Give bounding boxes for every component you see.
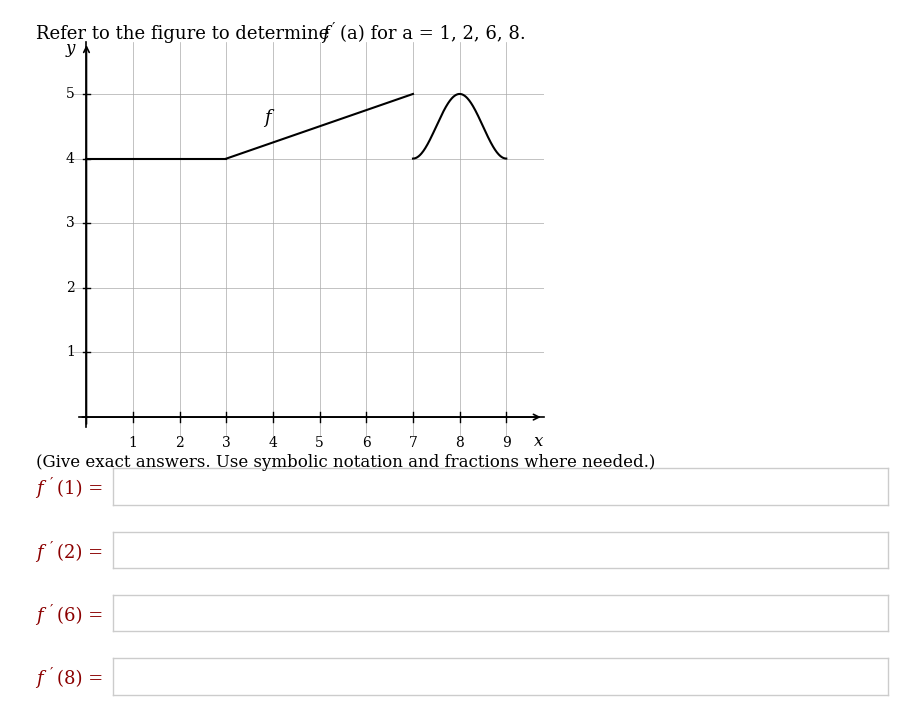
Text: y: y <box>65 40 75 57</box>
Text: f: f <box>36 543 43 562</box>
Text: f: f <box>36 607 43 625</box>
Text: (2) =: (2) = <box>57 543 103 562</box>
Text: (8) =: (8) = <box>57 670 103 689</box>
Text: 3: 3 <box>66 216 75 230</box>
Text: 9: 9 <box>502 436 511 451</box>
Text: f: f <box>36 670 43 689</box>
Text: ′: ′ <box>50 540 53 554</box>
Text: 4: 4 <box>268 436 277 451</box>
Text: 2: 2 <box>176 436 184 451</box>
Text: 3: 3 <box>222 436 231 451</box>
Text: f: f <box>36 480 43 498</box>
Text: 5: 5 <box>315 436 324 451</box>
Text: f: f <box>322 25 328 43</box>
Text: (1) =: (1) = <box>57 480 103 498</box>
Text: f: f <box>264 109 270 127</box>
Text: 5: 5 <box>66 87 75 101</box>
Text: 7: 7 <box>409 436 418 451</box>
Text: Refer to the figure to determine: Refer to the figure to determine <box>36 25 335 43</box>
Text: ′: ′ <box>50 667 53 681</box>
Text: ′: ′ <box>50 603 53 617</box>
Text: 1: 1 <box>66 346 75 360</box>
Text: 8: 8 <box>455 436 464 451</box>
Text: (a) for a = 1, 2, 6, 8.: (a) for a = 1, 2, 6, 8. <box>340 25 525 43</box>
Text: ′: ′ <box>332 22 335 36</box>
Text: 1: 1 <box>129 436 138 451</box>
Text: (6) =: (6) = <box>57 607 103 625</box>
Text: ′: ′ <box>50 477 53 491</box>
Text: 2: 2 <box>66 281 75 295</box>
Text: 6: 6 <box>362 436 371 451</box>
Text: x: x <box>535 433 544 451</box>
Text: (Give exact answers. Use symbolic notation and fractions where needed.): (Give exact answers. Use symbolic notati… <box>36 454 656 471</box>
Text: 4: 4 <box>66 151 75 165</box>
